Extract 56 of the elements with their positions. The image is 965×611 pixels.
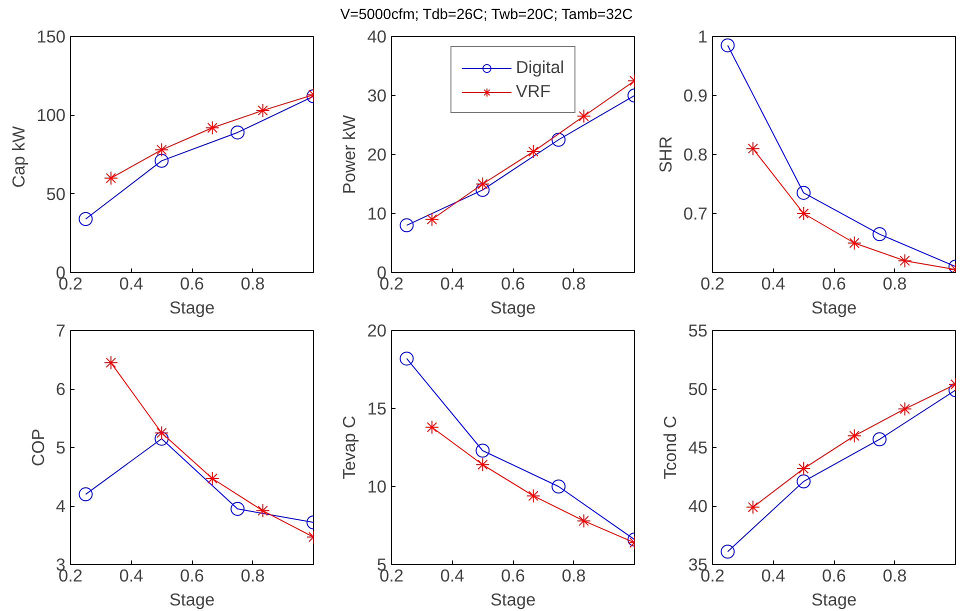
y-tick-label: 55 <box>688 320 708 340</box>
x-tick-label: 0.4 <box>761 274 786 294</box>
y-tick-label: 150 <box>36 26 66 46</box>
y-axis-title: SHR <box>655 136 676 173</box>
x-tick-label: 0.6 <box>180 566 204 586</box>
x-tick-label: 0.6 <box>822 274 846 294</box>
y-tick-label: 0.8 <box>683 144 708 164</box>
y-tick-label: 6 <box>56 379 66 399</box>
x-tick-label: 0.8 <box>882 566 907 586</box>
y-axis-title: Tcond C <box>660 416 680 480</box>
x-axis-title: Stage <box>490 590 536 610</box>
x-tick-label: 0.8 <box>240 566 265 586</box>
x-tick-label: 0.8 <box>562 274 586 294</box>
y-tick-label: 10 <box>367 476 387 496</box>
y-axis-title: Power kW <box>339 114 360 194</box>
y-tick-label: 20 <box>367 320 387 340</box>
x-tick-label: 0.6 <box>500 566 526 586</box>
legend-label: VRF <box>516 81 551 102</box>
x-tick-label: 0.4 <box>119 274 144 294</box>
y-tick-label: 50 <box>688 379 708 399</box>
x-axis-title: Stage <box>169 298 215 318</box>
y-tick-label: 7 <box>56 320 66 340</box>
x-tick-label: 0.8 <box>240 274 265 294</box>
x-tick-label: 0.4 <box>119 566 144 586</box>
y-tick-label: 15 <box>367 398 387 418</box>
x-tick-label: 0.6 <box>822 566 846 586</box>
y-tick-label: 30 <box>367 86 387 106</box>
y-axis-title: Tevap C <box>339 416 360 480</box>
legend-label: Digital <box>516 57 564 78</box>
x-axis-title: Stage <box>811 590 857 610</box>
x-tick-label: 0.2 <box>700 274 725 294</box>
y-tick-label: 100 <box>36 105 66 126</box>
y-tick-label: 50 <box>46 184 66 204</box>
y-tick-label: 0.9 <box>683 86 708 106</box>
x-tick-label: 0.6 <box>500 274 526 294</box>
x-tick-label: 0.8 <box>562 566 586 586</box>
y-tick-label: 0.7 <box>683 204 708 224</box>
x-tick-label: 0.4 <box>440 566 465 586</box>
x-tick-label: 0.6 <box>180 274 204 294</box>
x-tick-label: 0.4 <box>761 566 786 586</box>
y-tick-label: 45 <box>688 438 708 458</box>
y-tick-label: 40 <box>367 26 387 46</box>
y-tick-label: 40 <box>688 496 708 516</box>
x-axis-title: Stage <box>169 590 215 610</box>
x-axis-title: Stage <box>490 298 536 318</box>
chart-title: V=5000cfm; Tdb=26C; Twb=20C; Tamb=32C <box>340 6 633 25</box>
y-tick-label: 10 <box>367 204 387 224</box>
y-tick-label: 4 <box>56 496 66 516</box>
y-axis-title: COP <box>28 428 48 466</box>
x-tick-label: 0.8 <box>882 274 907 294</box>
y-tick-label: 5 <box>56 438 66 458</box>
y-tick-label: 1 <box>698 26 708 46</box>
y-axis-title: Cap kW <box>8 125 29 188</box>
x-axis-title: Stage <box>811 298 857 318</box>
x-tick-label: 0.4 <box>440 274 465 294</box>
y-tick-label: 20 <box>367 144 387 164</box>
